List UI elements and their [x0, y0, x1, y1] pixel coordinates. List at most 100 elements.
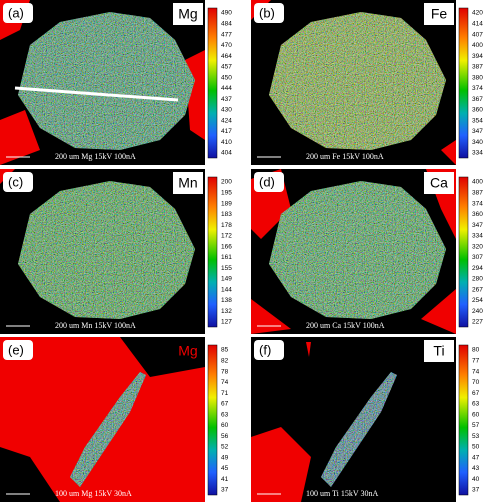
scale-label: 67 [472, 390, 480, 397]
scale-label: 227 [472, 319, 483, 326]
scale-label: 71 [221, 390, 229, 397]
scale-label: 404 [221, 150, 232, 157]
scale-label: 161 [221, 254, 232, 261]
colorbar [207, 344, 218, 496]
scale-label: 144 [221, 286, 232, 293]
red-region [441, 140, 456, 165]
red-region [0, 337, 205, 502]
scale-label: 82 [221, 357, 229, 364]
scale-label: 50 [472, 444, 480, 451]
scale-label: 60 [221, 422, 229, 429]
scale-label: 267 [472, 286, 483, 293]
scale-label: 484 [221, 20, 232, 27]
panel-label: (b) [259, 5, 275, 20]
caption: 200 um Mg 15kV 100nA [55, 152, 136, 161]
scale-label: 360 [472, 211, 483, 218]
element-name: Ti [433, 343, 444, 359]
scale-label: 74 [221, 379, 229, 386]
scale-label: 132 [221, 308, 232, 315]
scale-label: 67 [221, 401, 229, 408]
element-name: Mn [178, 175, 197, 191]
red-region [306, 342, 311, 357]
scale-label: 57 [472, 422, 480, 429]
red-region [0, 110, 40, 165]
scale-label: 320 [472, 243, 483, 250]
scale-label: 77 [472, 357, 480, 364]
scale-label: 172 [221, 233, 232, 240]
scale-label: 470 [221, 42, 232, 49]
scale-label: 490 [221, 10, 232, 17]
scale-label: 334 [472, 150, 483, 157]
scale-label: 387 [472, 64, 483, 71]
grain-texture [70, 372, 146, 487]
scale-label: 49 [221, 454, 229, 461]
scale-label: 347 [472, 128, 483, 135]
scale-label: 56 [221, 433, 229, 440]
element-box [173, 3, 203, 25]
element-name: Fe [431, 6, 448, 22]
label-box [3, 172, 33, 192]
scale-label: 410 [221, 139, 232, 146]
scale-label: 450 [221, 74, 232, 81]
scale-label: 444 [221, 85, 232, 92]
scale-label: 60 [472, 411, 480, 418]
scale-label: 53 [472, 433, 480, 440]
element-name: Mg [178, 6, 197, 22]
grain-texture [269, 12, 446, 150]
scale-label: 417 [221, 128, 232, 135]
scale-label: 200 [221, 179, 232, 186]
label-box [3, 3, 33, 23]
panel-label: (c) [8, 174, 23, 189]
caption: 200 um Mn 15kV 100nA [55, 321, 136, 330]
scale-label: 367 [472, 96, 483, 103]
scale-label: 47 [472, 454, 480, 461]
panel: (e) Mg 100 um Mg 15kV 30nA 85 82 78 74 71 67 63 60… [0, 337, 229, 502]
grain-texture [18, 181, 195, 319]
scale-label: 240 [472, 308, 483, 315]
scale-label: 360 [472, 107, 483, 114]
scale-label: 45 [221, 465, 229, 472]
grain-texture [269, 181, 446, 319]
element-box [424, 172, 454, 194]
grain-texture [321, 372, 397, 487]
colorbar [207, 176, 218, 328]
red-region [251, 427, 311, 502]
scale-label: 280 [472, 276, 483, 283]
scale-label: 138 [221, 297, 232, 304]
red-region [0, 397, 20, 432]
scale-label: 37 [472, 487, 480, 494]
scale-label: 52 [221, 444, 229, 451]
scale-label: 477 [221, 31, 232, 38]
scale-label: 424 [221, 117, 232, 124]
caption: 200 um Fe 15kV 100nA [306, 152, 384, 161]
panel: (c) Mn 200 um Mn 15kV 100nA 200 195 189 183 178… [0, 169, 232, 334]
scale-label: 178 [221, 222, 232, 229]
scale-label: 464 [221, 53, 232, 60]
label-box [254, 3, 284, 23]
scale-label: 380 [472, 74, 483, 81]
colorbar [458, 344, 469, 496]
scale-label: 195 [221, 189, 232, 196]
scale-label: 80 [472, 347, 480, 354]
caption: 100 um Ti 15kV 30nA [306, 489, 379, 498]
panel: (d) Ca 200 um Ca 15kV 100nA 400 387 374 360 347… [251, 169, 483, 334]
scale-label: 334 [472, 233, 483, 240]
caption: 200 um Ca 15kV 100nA [306, 321, 385, 330]
colorbar [207, 7, 218, 159]
scale-label: 189 [221, 200, 232, 207]
scale-label: 63 [472, 401, 480, 408]
scale-label: 127 [221, 319, 232, 326]
scale-label: 37 [221, 487, 229, 494]
scale-label: 166 [221, 243, 232, 250]
grain-texture [18, 12, 195, 150]
scale-label: 387 [472, 189, 483, 196]
label-box [254, 172, 284, 192]
scale-label: 457 [221, 64, 232, 71]
scale-label: 41 [221, 476, 229, 483]
element-box [424, 340, 454, 362]
scale-label: 63 [221, 411, 229, 418]
scale-label: 400 [472, 179, 483, 186]
panel-label: (e) [8, 342, 24, 357]
scale-label: 43 [472, 465, 480, 472]
caption: 100 um Mg 15kV 30nA [55, 489, 132, 498]
